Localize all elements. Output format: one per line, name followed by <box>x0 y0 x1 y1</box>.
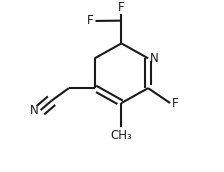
Text: CH₃: CH₃ <box>110 129 132 142</box>
Text: F: F <box>118 1 125 14</box>
Text: F: F <box>87 14 93 28</box>
Text: N: N <box>150 52 159 65</box>
Text: N: N <box>30 104 39 117</box>
Text: F: F <box>172 96 179 110</box>
